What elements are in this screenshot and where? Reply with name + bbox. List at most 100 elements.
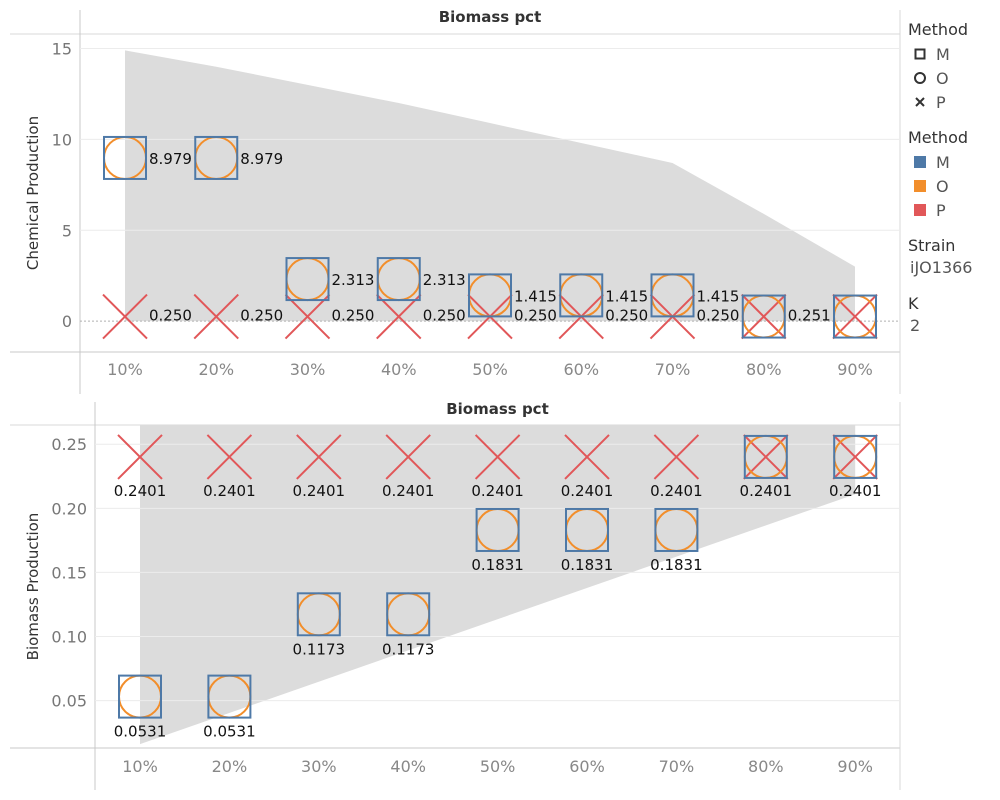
data-label-p: 0.250 <box>332 307 375 325</box>
y-axis-label: Chemical Production <box>24 116 42 270</box>
data-label-p: 0.250 <box>697 307 740 325</box>
data-label-mo: 0.1831 <box>471 556 524 574</box>
point-m <box>194 135 239 180</box>
y-tick-label: 15 <box>52 40 72 59</box>
point-m <box>285 257 330 302</box>
point-p <box>564 434 610 480</box>
point-m <box>654 507 699 552</box>
chart-panel-2: Biomass pct Biomass Production 0.05 0.10 0.1… <box>10 400 901 790</box>
legend-color-item-p[interactable]: P <box>908 198 998 222</box>
point-p <box>296 434 342 480</box>
legend-strain-title: Strain <box>908 236 956 255</box>
data-label-mo: 8.979 <box>240 150 283 168</box>
data-label-p: 0.250 <box>514 307 557 325</box>
y-tick-label: 5 <box>62 221 72 240</box>
point-p <box>193 293 239 340</box>
x-tick-label: 90% <box>837 757 873 776</box>
point-m <box>650 273 695 318</box>
data-label-p: 0.250 <box>605 307 648 325</box>
point-m <box>833 434 878 479</box>
data-label-mo: 0.0531 <box>203 723 256 741</box>
legend-shape-item-m[interactable]: M <box>908 42 998 66</box>
x-tick-label: 40% <box>390 757 426 776</box>
data-label-mo: 0.1831 <box>650 556 703 574</box>
range-band <box>140 425 856 745</box>
legend-color-title: Method <box>908 128 969 147</box>
x-tick-label: 80% <box>748 757 784 776</box>
color-swatch-p <box>912 202 928 218</box>
legend-shape-item-o[interactable]: O <box>908 66 998 90</box>
data-label-mo: 2.313 <box>332 271 375 289</box>
x-tick-label: 50% <box>472 360 508 379</box>
legend-shape-label: P <box>936 92 946 112</box>
point-m <box>565 507 609 552</box>
legend-shape-label: O <box>936 68 949 88</box>
point-p <box>206 434 253 480</box>
legend-color-label: O <box>936 176 949 196</box>
y-tick-label: 0 <box>62 312 72 331</box>
data-label-mo: 1.415 <box>697 287 740 305</box>
data-label-p: 0.2401 <box>740 482 793 500</box>
legend-color-label: P <box>936 200 946 220</box>
x-tick-label: 50% <box>480 757 516 776</box>
data-label-mo: 0.1173 <box>293 640 346 658</box>
data-label-mo: 8.979 <box>149 150 192 168</box>
y-tick-label: 0.15 <box>51 563 87 582</box>
point-m <box>475 507 520 552</box>
x-tick-label: 60% <box>563 360 599 379</box>
point-m <box>741 294 786 339</box>
color-swatch-m <box>912 154 928 170</box>
x-tick-label: 80% <box>746 360 782 379</box>
chart-title: Biomass pct <box>439 8 542 26</box>
data-label-mo: 0.1831 <box>561 556 614 574</box>
y-tick-label: 0.10 <box>51 627 87 646</box>
chart-panel-1: Biomass pct Chemical Production 0 5 10 15 10% 2… <box>10 8 901 394</box>
circle-shape-icon <box>912 70 928 86</box>
x-tick-label: 60% <box>569 757 605 776</box>
data-label-p: 0.2401 <box>471 482 524 500</box>
data-label-p: 0.2401 <box>829 482 882 500</box>
chart-title: Biomass pct <box>446 400 549 418</box>
data-label-mo: 0.1173 <box>382 640 435 658</box>
y-tick-label: 0.20 <box>51 499 87 518</box>
data-label-mo: 1.415 <box>514 287 557 305</box>
y-axis-label: Biomass Production <box>24 513 42 661</box>
y-tick-label: 0.05 <box>51 692 87 711</box>
data-label-p: 0.2401 <box>293 482 346 500</box>
x-tick-label: 20% <box>198 360 234 379</box>
x-tick-label: 90% <box>837 360 873 379</box>
point-m <box>118 674 162 719</box>
legend-shape-title: Method <box>908 20 969 39</box>
legend-shape-item-p[interactable]: P <box>908 90 998 114</box>
y-tick-label: 10 <box>52 130 72 149</box>
point-m <box>833 294 877 339</box>
color-swatch-o <box>912 178 928 194</box>
data-label-p: 0.2401 <box>114 482 167 500</box>
legend-k-title: K <box>908 294 919 313</box>
point-m <box>376 257 421 302</box>
data-label-p: 0.250 <box>240 307 283 325</box>
legend-color-item-m[interactable]: M <box>908 150 998 174</box>
range-band <box>125 50 855 322</box>
point-m <box>296 592 341 637</box>
point-p <box>102 293 148 340</box>
data-label-p: 0.250 <box>149 307 192 325</box>
point-m <box>386 592 431 637</box>
point-p <box>117 434 163 480</box>
data-label-p: 0.2401 <box>650 482 703 500</box>
legend-shape-label: M <box>936 44 950 64</box>
data-label-p: 0.2401 <box>203 482 256 500</box>
x-tick-label: 10% <box>122 757 158 776</box>
point-p <box>474 434 521 480</box>
point-p <box>385 434 431 480</box>
point-p <box>376 293 422 340</box>
legend-color-item-o[interactable]: O <box>908 174 998 198</box>
legend-k-value: 2 <box>910 316 921 335</box>
y-tick-label: 0.25 <box>51 435 87 454</box>
point-m <box>559 273 604 318</box>
x-tick-label: 70% <box>655 360 691 379</box>
x-tick-label: 40% <box>381 360 417 379</box>
x-tick-label: 70% <box>659 757 695 776</box>
data-label-p: 0.250 <box>423 307 466 325</box>
